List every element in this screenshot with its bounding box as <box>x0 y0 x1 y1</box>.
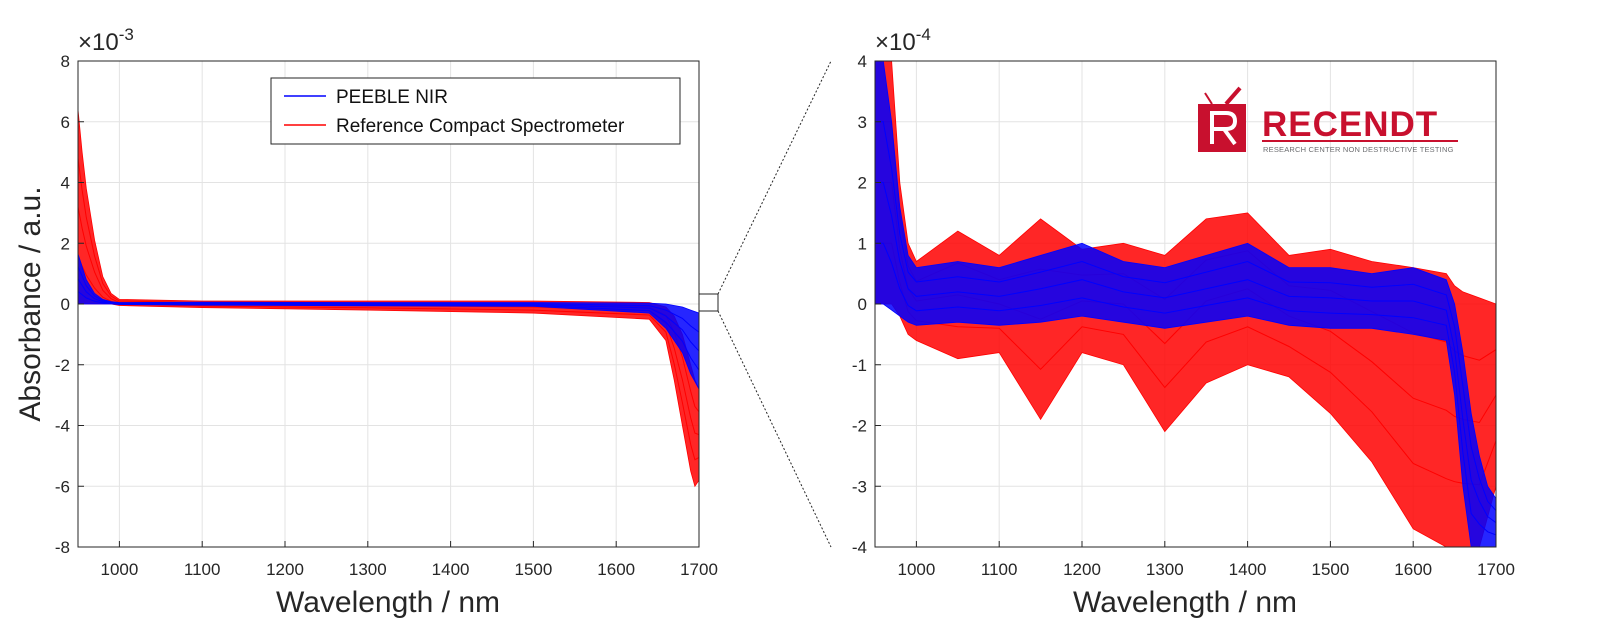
zoom-line-bottom <box>717 310 832 548</box>
left-x-tick-label: 1100 <box>184 560 221 579</box>
right-x-tick-label: 1100 <box>981 560 1018 579</box>
zoom-line-top <box>717 60 832 295</box>
right-x-tick-label: 1700 <box>1477 560 1515 579</box>
recendt-logo: RECENDT RESEARCH CENTER NON DESTRUCTIVE … <box>1198 86 1458 154</box>
right-series-peeble-nir-band <box>875 61 1496 547</box>
left-chart: 1000 1100 1200 1300 1400 1500 1600 1700 -8 -6 -4 -2… <box>14 25 718 619</box>
left-series-peeble-nir-band <box>78 253 699 390</box>
right-series-peeble-nir-line <box>875 182 1496 524</box>
left-x-tick-label: 1300 <box>349 560 387 579</box>
left-series-reference-line <box>78 255 699 461</box>
legend-box <box>270 77 681 145</box>
right-y-tick-label: -3 <box>852 477 867 496</box>
right-x-tick-label: 1200 <box>1063 560 1101 579</box>
left-y-tick-label: -8 <box>55 538 70 557</box>
right-x-tick-label: 1400 <box>1229 560 1267 579</box>
left-x-tick-label: 1200 <box>266 560 304 579</box>
left-y-tick-label: 0 <box>61 295 70 314</box>
left-x-tick-label: 1400 <box>432 560 470 579</box>
left-y-tick-label: -6 <box>55 477 70 496</box>
right-series-peeble-nir-line <box>875 121 1496 511</box>
right-y-tick-label: 1 <box>858 234 867 253</box>
logo-title: RECENDT <box>1262 105 1438 144</box>
zoom-connector <box>699 60 832 548</box>
left-x-axis-label: Wavelength / nm <box>276 586 500 619</box>
left-x-tick-label: 1600 <box>597 560 635 579</box>
left-y-tick-label: 4 <box>61 174 70 193</box>
right-y-tick-label: 2 <box>858 174 867 193</box>
left-exponent: ×10-3 <box>78 25 134 56</box>
logo-mark-r-icon <box>1210 111 1238 146</box>
right-series-peeble-nir-line <box>875 242 1496 536</box>
right-exponent: ×10-4 <box>875 25 931 56</box>
logo-mark-antenna-icon <box>1224 86 1242 106</box>
logo-subtitle: RESEARCH CENTER NON DESTRUCTIVE TESTING <box>1263 145 1454 154</box>
left-ticks: 1000 1100 1200 1300 1400 1500 1600 1700 -8 -6 -4 -2… <box>55 52 718 579</box>
left-y-tick-label: 2 <box>61 234 70 253</box>
left-series-peeble-nir-line <box>78 266 699 333</box>
left-series <box>78 109 699 488</box>
right-y-tick-label: -1 <box>852 356 867 375</box>
right-x-tick-label: 1300 <box>1146 560 1184 579</box>
legend-label-peeble: PEEBLE NIR <box>336 87 448 108</box>
left-x-tick-label: 1700 <box>680 560 718 579</box>
right-x-tick-label: 1600 <box>1394 560 1432 579</box>
right-chart: 1000 1100 1200 1300 1400 1500 1600 1700 -4 -3 -2 -1… <box>852 25 1515 619</box>
left-x-tick-label: 1000 <box>100 560 138 579</box>
right-series <box>875 61 1496 547</box>
left-series-peeble-nir-line <box>78 278 699 352</box>
zoom-bracket <box>699 293 719 312</box>
right-y-tick-label: 4 <box>858 52 867 71</box>
legend-label-reference: Reference Compact Spectrometer <box>336 116 625 137</box>
left-y-tick-label: -4 <box>55 417 70 436</box>
left-y-tick-label: -2 <box>55 356 70 375</box>
left-series-peeble-nir-line <box>78 291 699 371</box>
legend: PEEBLE NIR Reference Compact Spectromete… <box>270 77 681 145</box>
right-x-axis-label: Wavelength / nm <box>1073 586 1297 619</box>
right-x-tick-label: 1000 <box>897 560 935 579</box>
right-x-tick-label: 1500 <box>1311 560 1349 579</box>
left-x-tick-label: 1500 <box>514 560 552 579</box>
logo-mark-antenna-icon-2 <box>1204 92 1213 105</box>
right-y-tick-label: 3 <box>858 113 867 132</box>
left-y-tick-label: 6 <box>61 113 70 132</box>
left-y-axis-label: Absorbance / a.u. <box>14 186 47 421</box>
right-y-tick-label: -4 <box>852 538 867 557</box>
right-y-tick-label: 0 <box>858 295 867 314</box>
left-y-tick-label: 8 <box>61 52 70 71</box>
right-ticks: 1000 1100 1200 1300 1400 1500 1600 1700 -4 -3 -2 -1… <box>852 52 1515 579</box>
right-y-tick-label: -2 <box>852 417 867 436</box>
